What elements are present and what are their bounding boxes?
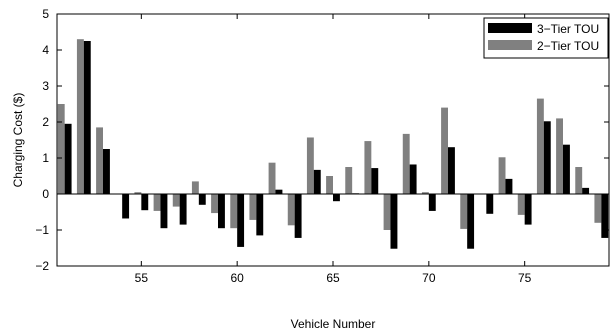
bar [428,194,436,211]
x-tick-label: 70 [422,271,436,285]
x-axis-label: Vehicle Number [291,317,376,331]
bar [333,194,340,202]
y-axis-label: Charging Cost ($) [11,93,25,188]
bar [160,194,168,229]
bar [211,194,218,214]
bar [268,162,276,194]
y-tick-label: −1 [35,223,49,237]
legend-swatch [488,40,532,50]
bar [141,194,149,211]
legend-label: 3−Tier TOU [537,22,599,36]
bar [582,187,590,194]
bar [421,192,429,194]
bar [345,167,353,194]
bar [249,194,257,220]
bar [371,168,379,194]
bar [76,39,84,195]
bar [103,149,110,194]
bar [460,194,468,229]
bar [191,181,199,194]
bar [563,144,570,194]
bar [594,194,602,223]
bar [294,194,302,238]
bar [83,41,91,194]
y-tick-label: 1 [42,151,49,165]
bar [306,137,314,194]
bar [287,194,295,226]
bar [390,194,398,249]
bar [230,194,238,229]
bar [575,167,583,194]
x-tick-label: 75 [518,271,532,285]
bar [524,194,532,225]
bar [402,133,410,194]
bar [275,189,283,194]
bar [543,121,551,194]
bar [448,147,455,194]
bar [134,192,142,194]
bar [172,194,180,207]
x-tick-label: 65 [326,271,340,285]
bar [122,194,130,219]
bar [237,194,245,247]
bar [517,194,525,215]
bar [505,178,513,194]
bar [383,194,391,230]
bar [64,123,72,194]
bar [256,194,264,236]
legend-label: 2−Tier TOU [537,39,599,53]
bars-layer [57,39,609,249]
bar [57,104,65,194]
x-tick-label: 60 [230,271,244,285]
y-tick-label: 4 [42,43,49,57]
bar [218,194,225,229]
x-axis: 55 60 65 70 75 [135,14,532,285]
bar [467,194,475,249]
bar [179,194,187,225]
bar [498,157,506,194]
bar [441,107,448,194]
x-tick-label: 55 [135,271,149,285]
bar [409,164,417,194]
bar [198,194,206,205]
legend: 3−Tier TOU 2−Tier TOU [483,17,609,59]
y-axis: −2 −1 0 1 2 3 4 5 [35,7,609,273]
y-tick-label: −2 [35,259,49,273]
y-tick-label: 5 [42,7,49,21]
y-tick-label: 0 [42,187,49,201]
bar [486,194,494,214]
bar [313,169,321,194]
bar [364,141,372,194]
bar [536,98,544,194]
bar [601,194,609,238]
legend-swatch [488,23,532,33]
y-tick-label: 3 [42,79,49,93]
y-tick-label: 2 [42,115,49,129]
bar [326,176,333,194]
bar [556,118,563,194]
bar [153,194,161,211]
bar [96,127,103,194]
